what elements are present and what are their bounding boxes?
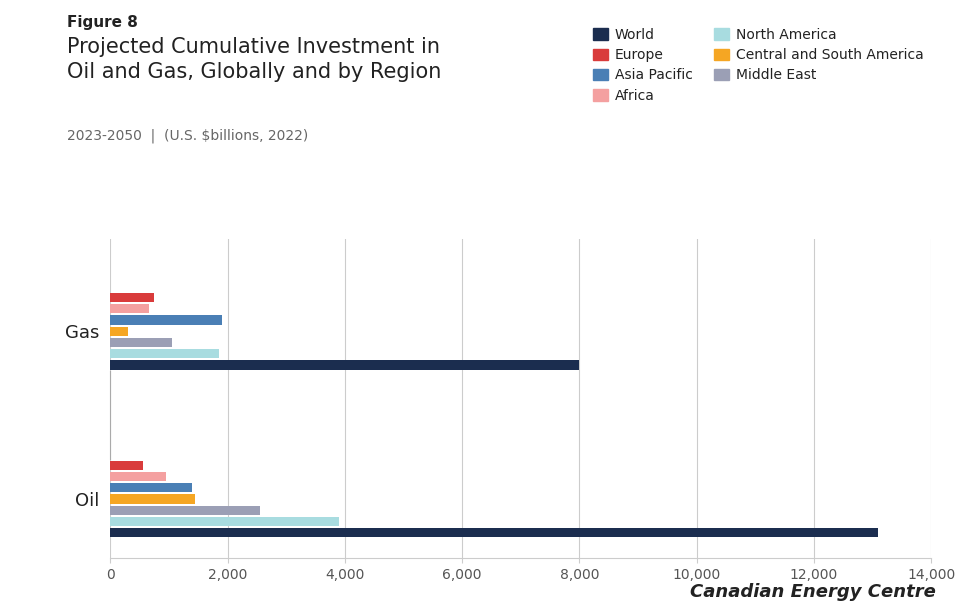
Bar bbox=[110, 483, 192, 492]
Text: Figure 8: Figure 8 bbox=[67, 15, 138, 30]
Bar bbox=[110, 327, 128, 336]
Bar bbox=[110, 528, 878, 538]
Text: Projected Cumulative Investment in
Oil and Gas, Globally and by Region: Projected Cumulative Investment in Oil a… bbox=[67, 37, 442, 82]
Bar bbox=[110, 472, 166, 481]
Bar bbox=[110, 349, 219, 359]
Text: Canadian Energy Centre: Canadian Energy Centre bbox=[690, 583, 936, 601]
Bar bbox=[110, 506, 260, 515]
Text: 2023-2050  |  (U.S. $billions, 2022): 2023-2050 | (U.S. $billions, 2022) bbox=[67, 129, 308, 143]
Bar bbox=[110, 338, 172, 347]
Bar bbox=[110, 304, 149, 313]
Bar bbox=[110, 316, 222, 325]
Bar bbox=[110, 461, 143, 470]
Bar bbox=[110, 360, 580, 370]
Bar bbox=[110, 293, 155, 302]
Bar bbox=[110, 517, 339, 526]
Legend: World, Europe, Asia Pacific, Africa, North America, Central and South America, M: World, Europe, Asia Pacific, Africa, Nor… bbox=[588, 22, 929, 108]
Bar bbox=[110, 495, 196, 504]
